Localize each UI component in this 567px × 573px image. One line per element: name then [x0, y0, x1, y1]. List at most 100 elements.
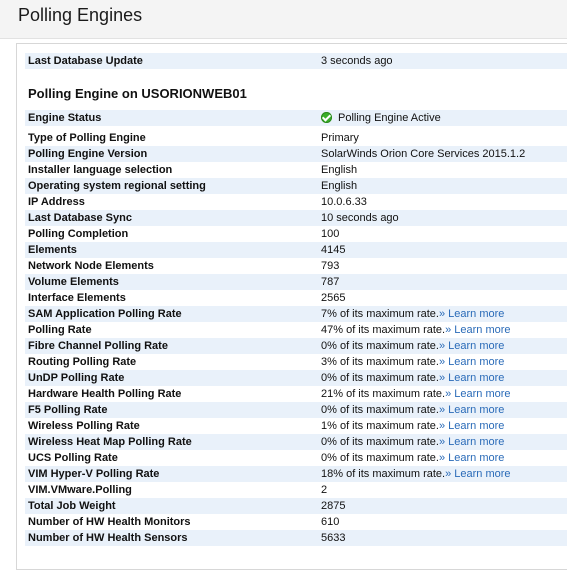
row-value-text: 0% of its maximum rate. — [321, 436, 439, 448]
row-value: 47% of its maximum rate.» Learn more — [321, 322, 511, 338]
row-label: Hardware Health Polling Rate — [28, 388, 182, 400]
row-label: Polling Engine Version — [28, 148, 148, 160]
row-value-text: 2565 — [321, 292, 346, 304]
row-value-text: 18% of its maximum rate. — [321, 468, 446, 480]
row-label: Wireless Polling Rate — [28, 420, 140, 432]
row-label: F5 Polling Rate — [28, 404, 108, 416]
learn-more-link[interactable]: » Learn more — [445, 388, 511, 400]
learn-more-link[interactable]: » Learn more — [438, 436, 505, 448]
row-value-text: 100 — [321, 228, 340, 240]
row-value-text: 2875 — [321, 500, 346, 512]
row-value-text: 0% of its maximum rate. — [321, 452, 439, 464]
row-value: 3 seconds ago — [321, 55, 393, 67]
row-label: Type of Polling Engine — [28, 132, 146, 144]
table-row: Polling Engine Version SolarWinds Orion C… — [25, 146, 567, 162]
row-value-text: English — [321, 164, 358, 176]
row-value: 3% of its maximum rate.» Learn more — [321, 354, 504, 370]
table-row: Wireless Heat Map Polling Rate 0% of its … — [25, 434, 567, 450]
row-value-text: 0% of its maximum rate. — [321, 372, 439, 384]
row-value: 0% of its maximum rate.» Learn more — [321, 402, 504, 418]
row-value: 0% of its maximum rate.» Learn more — [321, 450, 504, 466]
row-value-text: 7% of its maximum rate. — [321, 308, 439, 320]
page-title: Polling Engines — [18, 5, 143, 25]
table-row: Total Job Weight 2875 — [25, 498, 567, 514]
table-row: SAM Application Polling Rate 7% of its ma… — [25, 306, 567, 322]
row-value: 21% of its maximum rate.» Learn more — [321, 386, 511, 402]
row-value: 5633 — [321, 530, 345, 546]
learn-more-link[interactable]: » Learn more — [438, 372, 505, 384]
learn-more-link[interactable]: » Learn more — [438, 404, 505, 416]
row-label: Network Node Elements — [28, 260, 154, 272]
row-value-text: 1% of its maximum rate. — [321, 420, 439, 432]
table-row: Elements 4145 — [25, 242, 567, 258]
row-value: English — [321, 162, 357, 178]
row-label: UCS Polling Rate — [28, 452, 118, 464]
row-value: 2875 — [321, 498, 345, 514]
table-row: Number of HW Health Sensors 5633 — [25, 530, 567, 546]
row-label: Wireless Heat Map Polling Rate — [28, 436, 192, 448]
table-row: Wireless Polling Rate 1% of its maximum r… — [25, 418, 567, 434]
learn-more-link[interactable]: » Learn more — [438, 356, 505, 368]
learn-more-link[interactable]: » Learn more — [445, 324, 511, 336]
check-circle-icon — [321, 112, 332, 123]
table-row: Polling Rate 47% of its maximum rate.» Le… — [25, 322, 567, 338]
row-value-text: SolarWinds Orion Core Services 2015.1.2 — [321, 148, 526, 160]
row-value: English — [321, 178, 357, 194]
row-value-text: 10.0.6.33 — [321, 196, 367, 208]
row-label: Installer language selection — [28, 164, 173, 176]
status-text: Polling Engine Active — [338, 112, 441, 124]
table-row: VIM.VMware.Polling 2 — [25, 482, 567, 498]
row-label: Last Database Sync — [28, 212, 132, 224]
row-value: 4145 — [321, 242, 345, 258]
row-value-text: Primary — [321, 132, 359, 144]
row-value: 18% of its maximum rate.» Learn more — [321, 466, 511, 482]
engine-section-title: Polling Engine on USORIONWEB01 — [28, 86, 247, 101]
row-value: 0% of its maximum rate.» Learn more — [321, 434, 504, 450]
row-label: Volume Elements — [28, 276, 119, 288]
row-value: 787 — [321, 274, 339, 290]
row-value: 100 — [321, 226, 339, 242]
row-value: 0% of its maximum rate.» Learn more — [321, 370, 504, 386]
row-value-text: 47% of its maximum rate. — [321, 324, 446, 336]
row-value-text: 4145 — [321, 244, 346, 256]
row-label: UnDP Polling Rate — [28, 372, 125, 384]
row-value: 7% of its maximum rate.» Learn more — [321, 306, 504, 322]
row-value-text: 0% of its maximum rate. — [321, 404, 439, 416]
row-label: Interface Elements — [28, 292, 126, 304]
row-value: Polling Engine Active — [321, 110, 441, 126]
row-value: 10.0.6.33 — [321, 194, 367, 210]
learn-more-link[interactable]: » Learn more — [438, 420, 505, 432]
row-label: Polling Rate — [28, 324, 92, 336]
learn-more-link[interactable]: » Learn more — [438, 308, 505, 320]
row-value: 793 — [321, 258, 339, 274]
row-value: 10 seconds ago — [321, 210, 399, 226]
row-value: SolarWinds Orion Core Services 2015.1.2 — [321, 146, 525, 162]
row-label: SAM Application Polling Rate — [28, 308, 182, 320]
row-label: Operating system regional setting — [28, 180, 206, 192]
row-label: Number of HW Health Sensors — [28, 532, 188, 544]
row-value: Primary — [321, 130, 359, 146]
row-label: Routing Polling Rate — [28, 356, 137, 368]
table-row: Interface Elements 2565 — [25, 290, 567, 306]
row-label: Engine Status — [28, 112, 102, 124]
table-row: Installer language selection English — [25, 162, 567, 178]
row-label: IP Address — [28, 196, 85, 208]
learn-more-link[interactable]: » Learn more — [438, 340, 505, 352]
row-label: Elements — [28, 244, 77, 256]
learn-more-link[interactable]: » Learn more — [438, 452, 505, 464]
table-row: F5 Polling Rate 0% of its maximum rate.» … — [25, 402, 567, 418]
table-row: Last Database Sync 10 seconds ago — [25, 210, 567, 226]
row-label: VIM Hyper-V Polling Rate — [28, 468, 160, 480]
row-value-text: 5633 — [321, 532, 346, 544]
row-value-text: 793 — [321, 260, 340, 272]
row-value-text: 3% of its maximum rate. — [321, 356, 439, 368]
table-row: Fibre Channel Polling Rate 0% of its maxi… — [25, 338, 567, 354]
row-value: 0% of its maximum rate.» Learn more — [321, 338, 504, 354]
table-row: UCS Polling Rate 0% of its maximum rate.»… — [25, 450, 567, 466]
engine-status-row: Engine Status Polling Engine Active — [25, 110, 567, 126]
learn-more-link[interactable]: » Learn more — [445, 468, 511, 480]
row-value-text: English — [321, 180, 358, 192]
row-label: Last Database Update — [28, 55, 143, 67]
table-row: Hardware Health Polling Rate 21% of its m… — [25, 386, 567, 402]
last-update-row: Last Database Update 3 seconds ago — [25, 53, 567, 69]
